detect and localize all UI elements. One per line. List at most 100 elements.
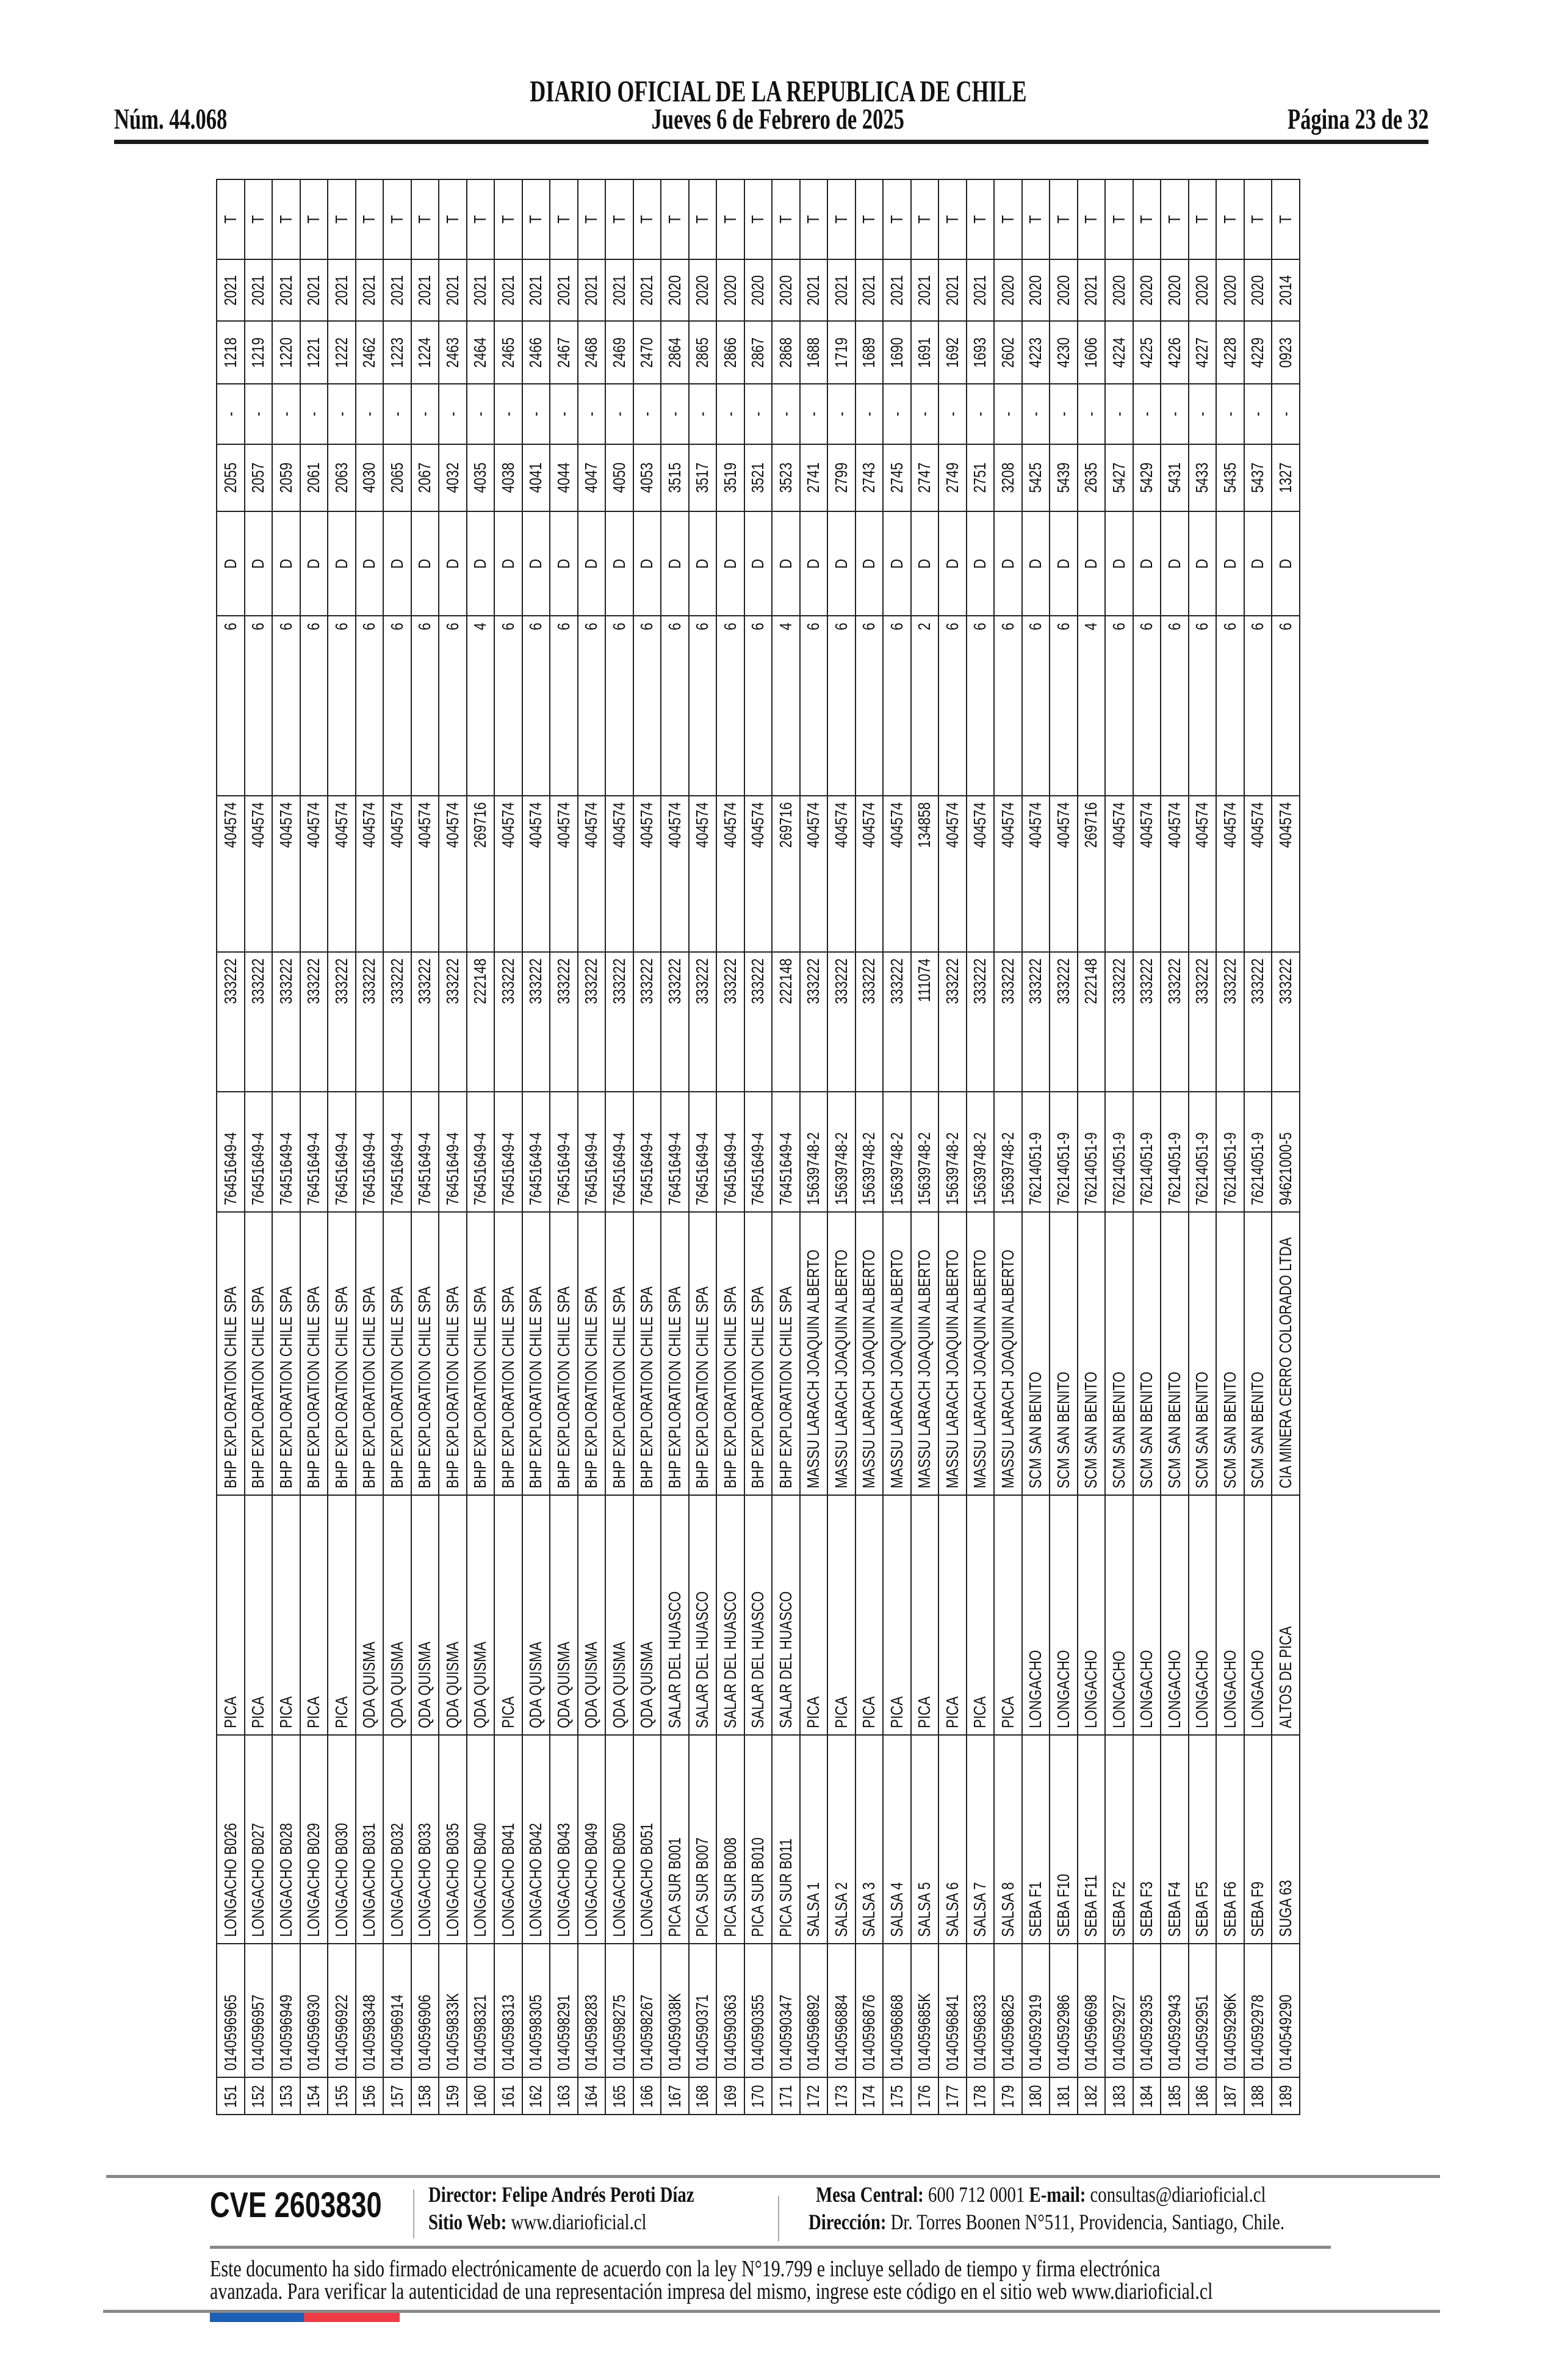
cell-code: 0140596965 — [217, 1944, 245, 2077]
year-text: 2020 — [1248, 275, 1267, 306]
value-b-text: 404574 — [276, 802, 295, 848]
value-c-text: 6 — [970, 622, 990, 630]
cell-number-b: 1218 — [217, 321, 245, 384]
cell-number-b: 2867 — [744, 321, 772, 384]
cell-rut: 76451649-4 — [272, 1092, 300, 1212]
value-a-text: 222148 — [776, 959, 795, 1004]
status-text: T — [304, 215, 323, 224]
cell-rut: 76214051-9 — [1244, 1092, 1272, 1212]
separator-text: - — [720, 411, 740, 417]
row-number-text: 153 — [276, 2085, 295, 2108]
cell-number-a: 2065 — [383, 444, 411, 511]
cell-value-b: 404574 — [217, 796, 245, 952]
name-text: LONGACHO B043 — [553, 1823, 573, 1937]
cell-status: T — [383, 179, 411, 259]
number-b-text: 4225 — [1137, 337, 1156, 368]
cell-rut: 76214051-9 — [1216, 1092, 1244, 1212]
code-text: 0140598275 — [609, 1994, 629, 2071]
cell-owner: BHP EXPLORATION CHILE SPA — [272, 1212, 300, 1495]
value-a-text: 333222 — [970, 959, 990, 1004]
cell-owner: MASSU LARACH JOAQUIN ALBERTO — [994, 1212, 1022, 1495]
table-row: 173 0140596884 SALSA 2 PICA MASSU LARACH JOA… — [827, 179, 855, 2115]
type-text: D — [220, 558, 240, 569]
status-text: T — [970, 215, 990, 224]
table-row: 184 0140592935 SEBA F3 LONGACHO SCM SAN BENI… — [1133, 179, 1161, 2115]
number-a-text: 4047 — [582, 463, 601, 493]
code-text: 014059038K — [665, 1992, 684, 2071]
value-b-text: 404574 — [1164, 802, 1184, 848]
number-a-text: 3517 — [693, 463, 712, 493]
name-text: LONGACHO B040 — [470, 1823, 490, 1937]
cell-name: LONGACHO B050 — [605, 1735, 633, 1944]
cell-number-b: 1688 — [799, 321, 827, 384]
cell-year: 2021 — [799, 259, 827, 321]
cell-code: 0140596698 — [1077, 1944, 1105, 2077]
cell-code: 0140590371 — [688, 1944, 716, 2077]
cell-status: T — [827, 179, 855, 259]
table-row: 165 0140598275 LONGACHO B050 QDA QUISMA BHP … — [605, 179, 633, 2115]
cell-code: 0140598321 — [466, 1944, 494, 2077]
separator-text: - — [442, 411, 462, 417]
cell-type: D — [1050, 511, 1078, 616]
name-text: SALSA 4 — [887, 1882, 906, 1937]
cell-name: LONGACHO B029 — [300, 1735, 328, 1944]
cell-value-a: 333222 — [1272, 952, 1300, 1092]
email-link[interactable]: consultas@diarioficial.cl — [1090, 2182, 1266, 2207]
cell-rut: 76451649-4 — [217, 1092, 245, 1212]
table-row: 161 0140598313 LONGACHO B041 PICA BHP EXPLOR… — [494, 179, 522, 2115]
number-a-text: 5433 — [1192, 463, 1212, 493]
cell-name: SALSA 1 — [799, 1735, 827, 1944]
cell-year: 2021 — [1077, 259, 1105, 321]
cell-row-number: 189 — [1272, 2077, 1300, 2115]
cell-rut: 15639748-2 — [799, 1092, 827, 1212]
year-text: 2021 — [498, 275, 517, 306]
cell-code: 0140549290 — [1272, 1944, 1300, 2077]
cell-status: T — [272, 179, 300, 259]
year-text: 2021 — [942, 275, 962, 306]
cell-year: 2021 — [494, 259, 522, 321]
cell-value-c: 6 — [938, 616, 967, 796]
code-text: 0140592951 — [1192, 1994, 1212, 2071]
cell-owner: SCM SAN BENITO — [1244, 1212, 1272, 1495]
code-text: 0140596833 — [970, 1994, 990, 2071]
code-text: 0140596949 — [276, 1994, 295, 2071]
cell-number-b: 1689 — [855, 321, 883, 384]
value-b-text: 404574 — [1026, 802, 1045, 848]
cell-value-a: 333222 — [1188, 952, 1216, 1092]
cell-type: D — [1188, 511, 1216, 616]
cell-separator: - — [910, 384, 938, 444]
number-b-text: 2864 — [665, 337, 684, 368]
status-text: T — [359, 215, 379, 224]
cell-rut: 76214051-9 — [1105, 1092, 1133, 1212]
cell-value-c: 4 — [466, 616, 494, 796]
value-b-text: 404574 — [331, 802, 351, 848]
cell-number-a: 2055 — [217, 444, 245, 511]
year-text: 2021 — [609, 275, 629, 306]
cell-year: 2021 — [938, 259, 967, 321]
year-text: 2021 — [442, 275, 462, 306]
cell-type: D — [1216, 511, 1244, 616]
code-text: 014059685K — [915, 1992, 934, 2071]
table-row: 170 0140590355 PICA SUR B010 SALAR DEL HUAS… — [744, 179, 772, 2115]
year-text: 2021 — [553, 275, 573, 306]
sector-text: QDA QUISMA — [470, 1642, 490, 1728]
issue-number: Núm. 44.068 — [114, 103, 271, 136]
cell-row-number: 153 — [272, 2077, 300, 2115]
footer-rule-middle — [210, 2246, 1331, 2249]
value-a-text: 333222 — [1137, 959, 1156, 1004]
cell-sector: PICA — [494, 1495, 522, 1735]
type-text: D — [1053, 558, 1073, 569]
cell-separator: - — [272, 384, 300, 444]
row-number-text: 176 — [915, 2085, 934, 2108]
type-text: D — [804, 558, 823, 569]
cell-separator: - — [966, 384, 994, 444]
cell-value-b: 404574 — [688, 796, 716, 952]
cell-status: T — [1077, 179, 1105, 259]
row-number-text: 154 — [304, 2085, 323, 2108]
number-b-text: 1719 — [831, 337, 851, 368]
rut-text: 94621000-5 — [1275, 1132, 1295, 1205]
cell-code: 0140596841 — [938, 1944, 967, 2077]
website-link[interactable]: www.diarioficial.cl — [511, 2210, 647, 2234]
cell-rut: 15639748-2 — [827, 1092, 855, 1212]
cell-owner: BHP EXPLORATION CHILE SPA — [688, 1212, 716, 1495]
